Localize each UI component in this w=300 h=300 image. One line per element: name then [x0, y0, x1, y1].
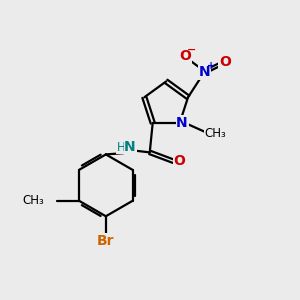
Text: −: −: [187, 45, 196, 55]
Text: +: +: [207, 61, 215, 71]
Text: CH₃: CH₃: [204, 127, 226, 140]
Text: N: N: [124, 140, 136, 154]
Text: Br: Br: [97, 234, 115, 248]
Text: CH₃: CH₃: [22, 194, 44, 207]
Text: O: O: [179, 49, 191, 63]
Text: O: O: [219, 55, 231, 69]
Text: H: H: [117, 141, 126, 154]
Text: N: N: [198, 65, 210, 79]
Text: N: N: [176, 116, 188, 130]
Text: O: O: [173, 154, 185, 168]
